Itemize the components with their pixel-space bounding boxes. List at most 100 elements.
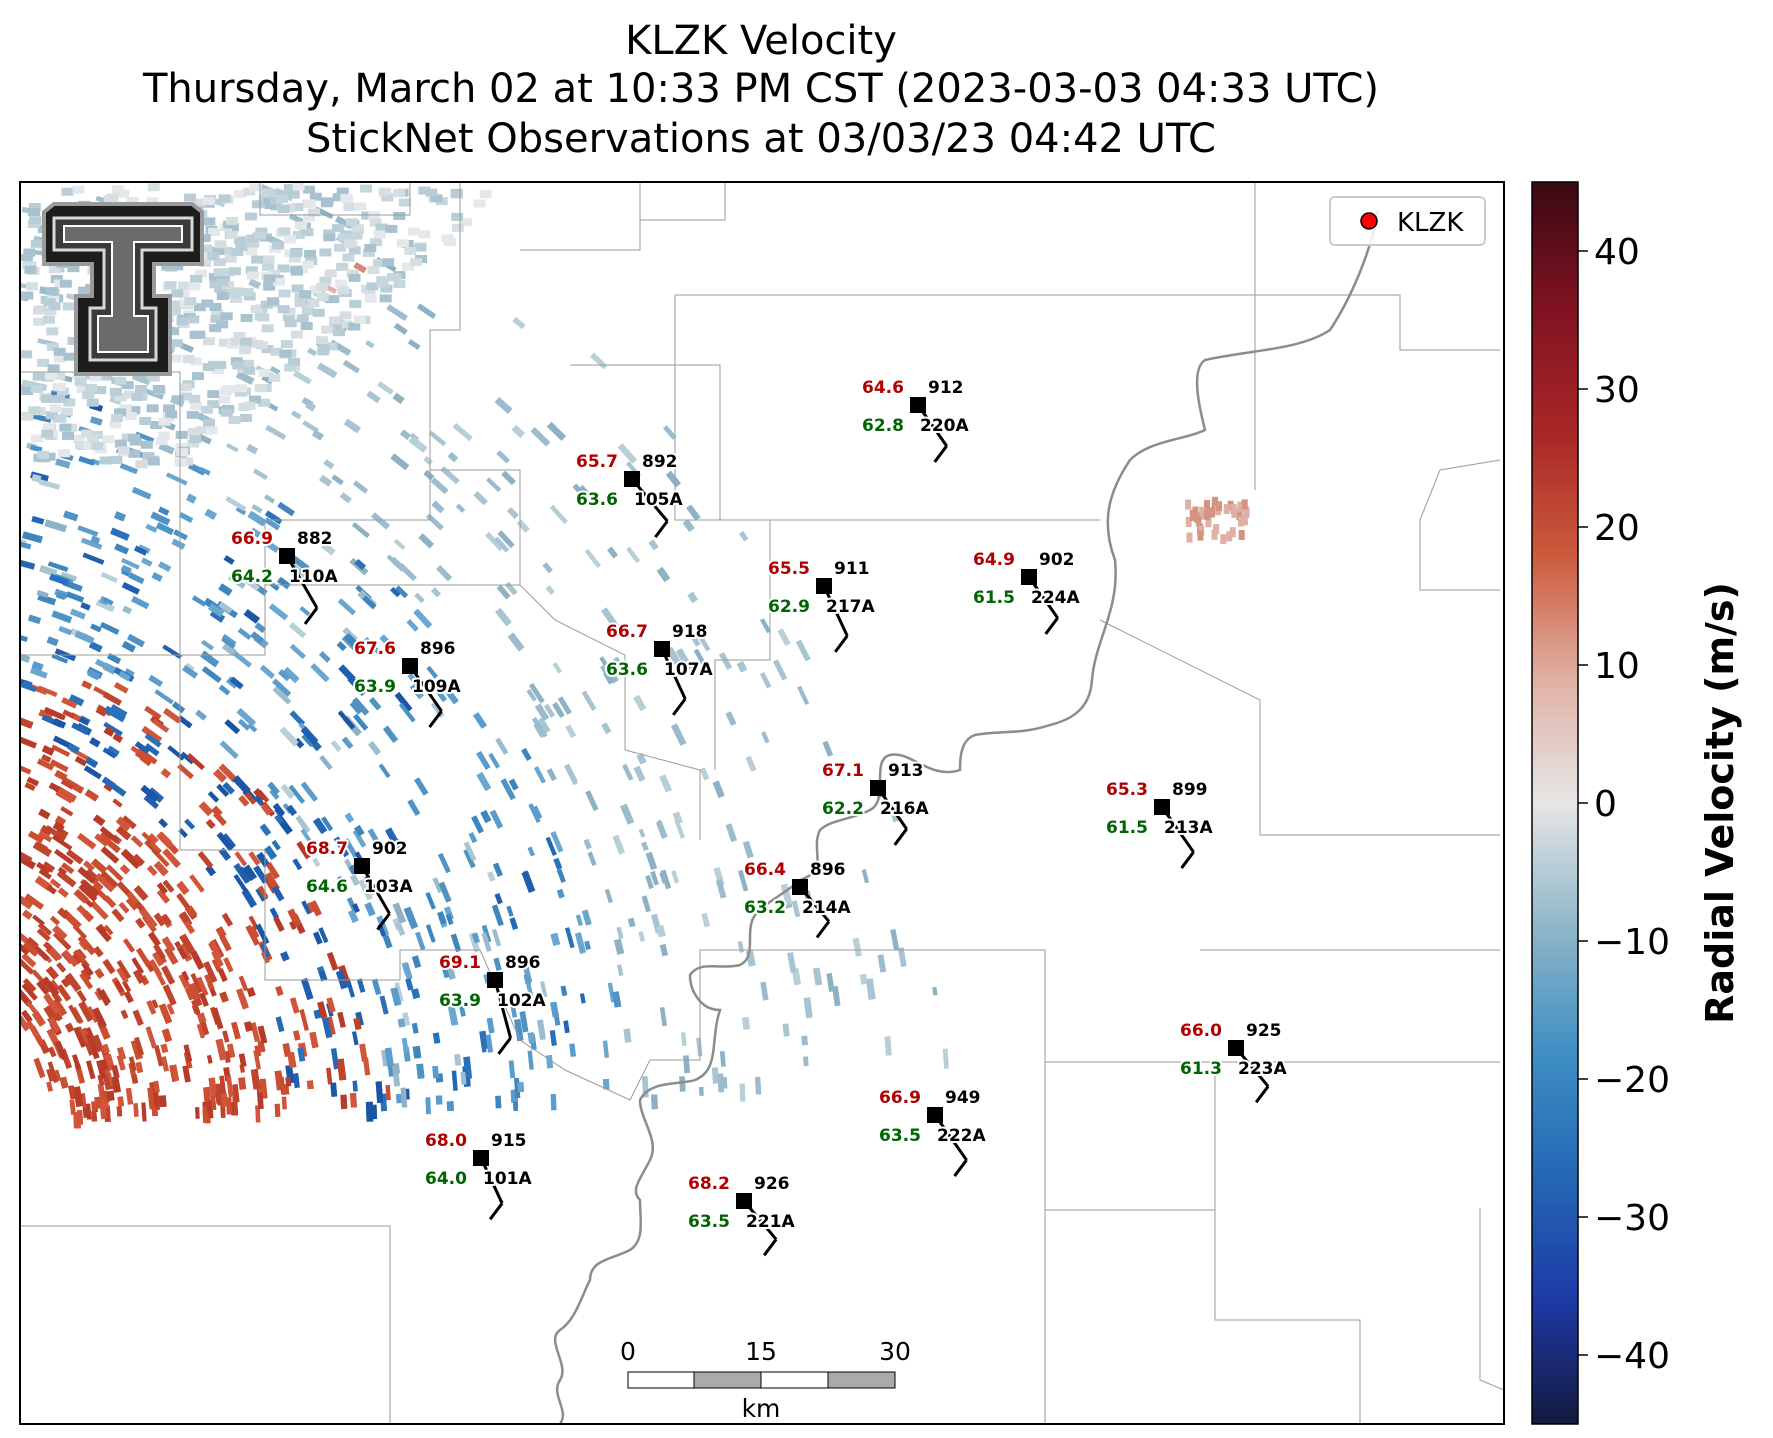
- station-id: 224A: [1031, 588, 1080, 608]
- station-marker: [487, 972, 503, 988]
- colorbar-label: Radial Velocity (m/s): [1698, 582, 1742, 1024]
- county-line: [259, 182, 411, 216]
- county-line: [179, 655, 1500, 1101]
- station-pressure: 911: [834, 559, 870, 579]
- station-216A: 67.1 913 62.2 216A: [820, 759, 931, 846]
- station-temperature: 68.2: [688, 1174, 730, 1194]
- station-dewpoint: 63.6: [606, 660, 648, 680]
- colorbar-bar: [1531, 181, 1579, 1425]
- map-frame: [19, 181, 1505, 1425]
- station-id: 216A: [880, 799, 929, 819]
- station-dewpoint: 63.5: [879, 1126, 921, 1146]
- title-line-3: StickNet Observations at 03/03/23 04:42 …: [306, 116, 1216, 162]
- station-pressure: 915: [491, 1131, 527, 1151]
- texas-tech-logo: [42, 202, 204, 376]
- station-marker: [402, 658, 418, 674]
- station-223A: 66.0 925 61.3 223A: [1178, 1019, 1289, 1104]
- station-dewpoint: 63.9: [354, 677, 396, 697]
- station-pressure: 896: [810, 860, 846, 880]
- station-id: 103A: [364, 877, 413, 897]
- station-marker: [1154, 799, 1170, 815]
- station-id: 217A: [826, 597, 875, 617]
- station-105A: 65.7 892 63.6 105A: [574, 450, 685, 539]
- colorbar-tick-label: −20: [1594, 1060, 1670, 1101]
- station-marker: [654, 641, 670, 657]
- map-panel[interactable]: 0 15 30 km 64.6 912 62.8 220A 65.7 892 63.6 105…: [11, 181, 1505, 1425]
- station-217A: 65.5 911 62.9 217A: [766, 557, 877, 653]
- station-temperature: 65.5: [768, 559, 810, 579]
- station-id: 220A: [920, 416, 969, 436]
- station-id: 109A: [412, 677, 461, 697]
- station-dewpoint: 61.3: [1180, 1059, 1222, 1079]
- colorbar-tick-label: 10: [1594, 646, 1640, 687]
- station-dewpoint: 64.2: [231, 567, 273, 587]
- station-dewpoint: 62.8: [862, 416, 904, 436]
- station-dewpoint: 61.5: [1106, 818, 1148, 838]
- scale-label-15: 15: [745, 1337, 777, 1366]
- station-id: 101A: [483, 1169, 532, 1189]
- wind-barb-flag: [815, 920, 831, 939]
- station-id: 223A: [1238, 1059, 1287, 1079]
- station-pressure: 918: [672, 622, 708, 642]
- station-dewpoint: 64.6: [306, 877, 348, 897]
- station-pressure: 925: [1246, 1021, 1282, 1041]
- scale-bar: 0 15 30 km: [620, 1337, 911, 1423]
- scale-unit: km: [742, 1394, 781, 1423]
- station-224A: 64.9 902 61.5 224A: [971, 548, 1082, 635]
- station-temperature: 68.7: [306, 839, 348, 859]
- station-213A: 65.3 899 61.5 213A: [1104, 778, 1215, 869]
- station-101A: 68.0 915 64.0 101A: [423, 1129, 534, 1221]
- station-temperature: 66.9: [231, 529, 273, 549]
- station-102A: 69.1 896 63.9 102A: [437, 951, 548, 1055]
- legend-label: KLZK: [1397, 208, 1464, 238]
- station-dewpoint: 61.5: [973, 588, 1015, 608]
- county-line: [180, 584, 701, 840]
- station-id: 105A: [634, 490, 683, 510]
- colorbar-tick-label: 40: [1594, 232, 1640, 273]
- wind-barb-flag: [428, 710, 443, 728]
- station-temperature: 67.6: [354, 639, 396, 659]
- station-marker: [736, 1193, 752, 1209]
- station-marker: [792, 879, 808, 895]
- station-110A: 66.9 882 64.2 110A: [229, 527, 340, 625]
- station-temperature: 66.4: [744, 860, 786, 880]
- wind-barb-staff: [660, 648, 687, 700]
- station-pressure: 882: [297, 529, 333, 549]
- station-id: 221A: [746, 1212, 795, 1232]
- station-temperature: 66.0: [1180, 1021, 1222, 1041]
- station-id: 213A: [1164, 818, 1213, 838]
- station-marker: [473, 1150, 489, 1166]
- klzk-marker-icon: [1360, 212, 1378, 230]
- station-marker: [354, 858, 370, 874]
- station-221A: 68.2 926 63.5 221A: [686, 1172, 797, 1257]
- station-id: 107A: [664, 660, 713, 680]
- colorbar-tick-label: 0: [1594, 784, 1617, 825]
- station-marker: [624, 471, 640, 487]
- sticknet-stations: 64.6 912 62.8 220A 65.7 892 63.6 105A 66.9 882 64.…: [229, 376, 1289, 1257]
- county-line: [1419, 459, 1501, 591]
- station-dewpoint: 63.2: [744, 898, 786, 918]
- station-marker: [927, 1107, 943, 1123]
- county-line: [264, 469, 521, 585]
- station-id: 214A: [802, 898, 851, 918]
- station-temperature: 65.3: [1106, 780, 1148, 800]
- title-line-1: KLZK Velocity: [625, 18, 897, 64]
- station-pressure: 892: [642, 452, 678, 472]
- wind-barb-flag: [893, 828, 908, 846]
- scale-label-0: 0: [620, 1337, 636, 1366]
- colorbar-tick-label: −30: [1594, 1198, 1670, 1239]
- scale-label-30: 30: [879, 1337, 911, 1366]
- station-dewpoint: 63.5: [688, 1212, 730, 1232]
- wind-barb-staff: [285, 555, 319, 609]
- station-pressure: 912: [928, 378, 964, 398]
- station-109A: 67.6 896 63.9 109A: [352, 637, 463, 728]
- station-214A: 66.4 896 63.2 214A: [742, 858, 853, 939]
- wind-barb-flag: [303, 607, 319, 625]
- county-line: [674, 295, 771, 770]
- station-marker: [1021, 569, 1037, 585]
- station-107A: 66.7 918 63.6 107A: [604, 620, 715, 716]
- station-dewpoint: 62.9: [768, 597, 810, 617]
- station-marker: [910, 397, 926, 413]
- wind-barb-flag: [488, 1202, 504, 1221]
